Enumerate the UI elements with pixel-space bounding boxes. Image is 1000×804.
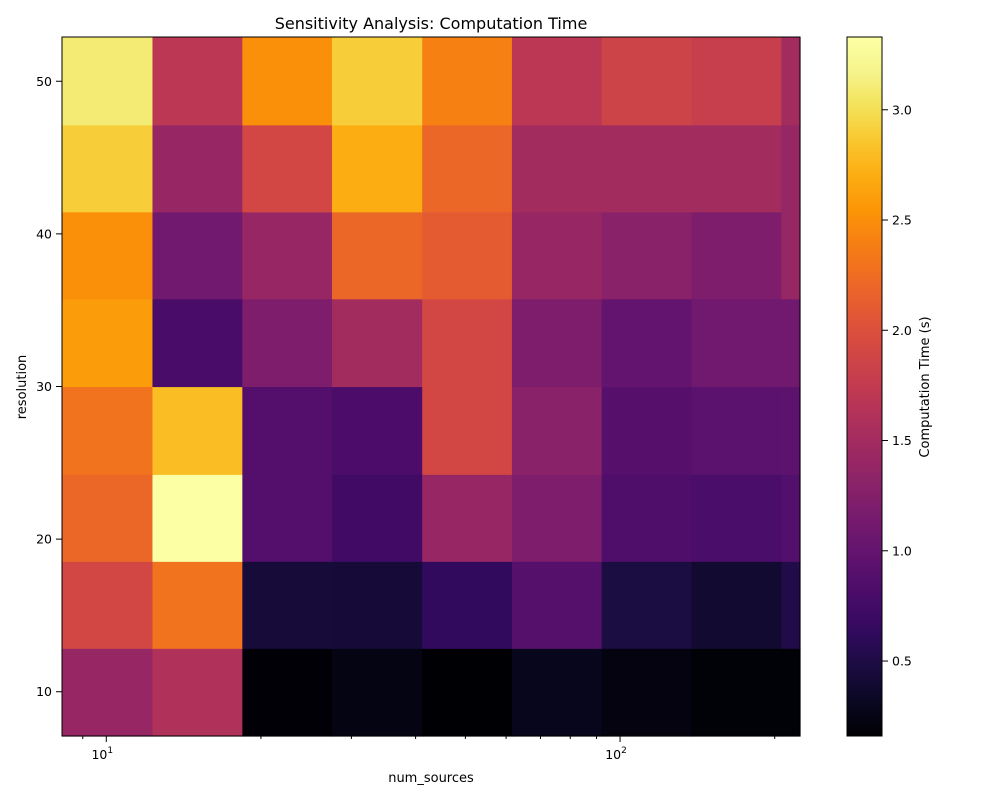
- heatmap-cell: [781, 37, 801, 126]
- colorbar: [847, 37, 882, 736]
- heatmap-cell: [601, 474, 693, 562]
- heatmap-cell: [242, 474, 333, 562]
- heatmap-cell: [242, 561, 333, 649]
- heatmap-cell: [152, 211, 243, 300]
- colorbar-tick-label: 3.0: [892, 102, 912, 117]
- colorbar-frame: [846, 36, 883, 737]
- heatmap-cell: [781, 124, 801, 213]
- heatmap-cell: [511, 211, 603, 300]
- heatmap-cell: [62, 474, 154, 562]
- heatmap-cell: [601, 298, 693, 388]
- heatmap-cell: [601, 386, 693, 475]
- colorbar-tick-label: 1.5: [892, 433, 912, 448]
- colorbar-tick-label: 2.0: [892, 323, 912, 338]
- heatmap-cell: [152, 37, 243, 126]
- heatmap-cell: [601, 648, 693, 737]
- heatmap-cell: [152, 298, 243, 388]
- colorbar-tick-label: 0.5: [892, 654, 912, 669]
- heatmap-cell: [242, 648, 333, 737]
- heatmap-cell: [601, 37, 693, 126]
- heatmap-cell: [781, 561, 801, 649]
- heatmap-cell: [152, 474, 243, 562]
- heatmap-cell: [62, 386, 154, 475]
- heatmap-cell: [331, 648, 423, 737]
- heatmap-cell: [331, 474, 423, 562]
- heatmap-cell: [62, 211, 154, 300]
- heatmap-cell: [331, 124, 423, 213]
- heatmap-cell: [691, 386, 782, 475]
- x-tick-label: 101: [91, 746, 113, 762]
- colorbar-label: Computation Time (s): [918, 316, 933, 457]
- heatmap-cell: [152, 124, 243, 213]
- heatmap-cell: [331, 386, 423, 475]
- heatmap-cell: [242, 37, 333, 126]
- heatmap-cell: [601, 561, 693, 649]
- heatmap-cell: [62, 298, 154, 388]
- heatmap-cell: [601, 124, 693, 213]
- heatmap-cell: [62, 648, 154, 737]
- heatmap-cell: [781, 298, 801, 388]
- chart-title: Sensitivity Analysis: Computation Time: [275, 14, 588, 33]
- heatmap-cell: [242, 298, 333, 388]
- heatmap-cell: [511, 561, 603, 649]
- heatmap-cell: [511, 474, 603, 562]
- heatmap-cell: [691, 298, 782, 388]
- y-tick-label: 10: [36, 684, 52, 699]
- y-tick-label: 50: [36, 74, 52, 89]
- heatmap-cell: [242, 211, 333, 300]
- heatmap-cell: [331, 211, 423, 300]
- heatmap-cell: [422, 561, 513, 649]
- heatmap-cell: [511, 298, 603, 388]
- colorbar-tick-label: 2.5: [892, 213, 912, 228]
- x-axis-ticks: 101 102: [82, 736, 776, 762]
- x-tick-label: 102: [605, 746, 627, 762]
- heatmap-cell: [781, 211, 801, 300]
- colorbar-tick-label: 1.0: [892, 543, 912, 558]
- colorbar-ticks: 0.5 1.0 1.5 2.0 2.5 3.0: [882, 102, 912, 669]
- heatmap-cell: [691, 211, 782, 300]
- heatmap-cell: [422, 37, 513, 126]
- heatmap-cell: [511, 37, 603, 126]
- y-axis-ticks: 10 20 30 40 50: [36, 74, 62, 699]
- y-tick-label: 30: [36, 379, 52, 394]
- heatmap-cell: [331, 561, 423, 649]
- heatmap-cell: [331, 37, 423, 126]
- x-axis-label: num_sources: [388, 771, 474, 786]
- heatmap-cell: [62, 561, 154, 649]
- heatmap-cell: [691, 648, 782, 737]
- heatmap-cell: [781, 474, 801, 562]
- y-axis-label: resolution: [15, 355, 30, 420]
- heatmap-cell: [601, 211, 693, 300]
- heatmap-cell: [242, 386, 333, 475]
- heatmap-cell: [422, 386, 513, 475]
- heatmap-cell: [152, 386, 243, 475]
- heatmap-cell: [62, 37, 154, 126]
- heatmap-cell: [691, 37, 782, 126]
- heatmap-cell: [781, 648, 801, 737]
- heatmap-cell: [511, 648, 603, 737]
- heatmap-cell: [691, 561, 782, 649]
- heatmap-cell: [511, 124, 603, 213]
- y-tick-label: 20: [36, 532, 52, 547]
- heatmap-cells: [62, 37, 801, 737]
- heatmap-cell: [691, 474, 782, 562]
- heatmap-cell: [422, 648, 513, 737]
- heatmap-cell: [422, 211, 513, 300]
- heatmap-cell: [422, 298, 513, 388]
- heatmap-cell: [62, 124, 154, 213]
- heatmap-cell: [422, 124, 513, 213]
- heatmap-cell: [781, 386, 801, 475]
- heatmap-cell: [511, 386, 603, 475]
- heatmap-cell: [242, 124, 333, 213]
- heatmap-cell: [152, 561, 243, 649]
- heatmap-cell: [422, 474, 513, 562]
- heatmap-cell: [691, 124, 782, 213]
- heatmap-cell: [152, 648, 243, 737]
- heatmap-cell: [331, 298, 423, 388]
- y-tick-label: 40: [36, 226, 52, 241]
